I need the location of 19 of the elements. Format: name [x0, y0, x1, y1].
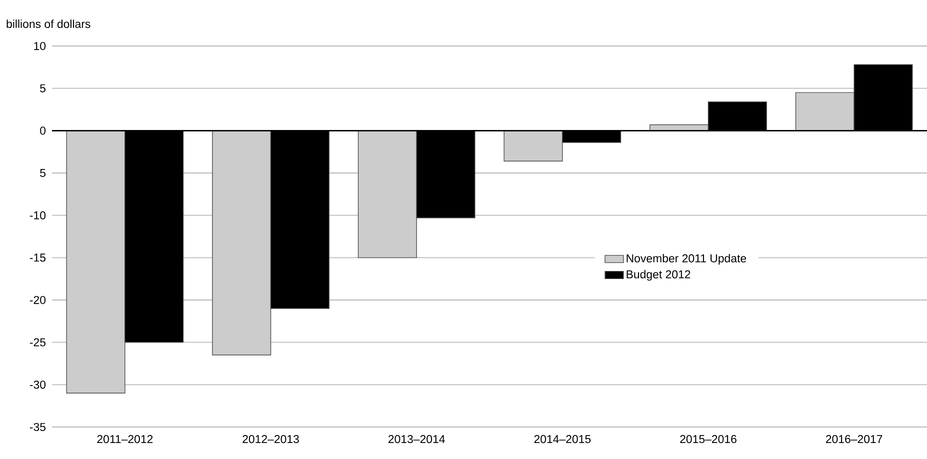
x-tick-label: 2011–2012 — [97, 435, 153, 444]
x-tick-label: 2015–2016 — [680, 435, 736, 444]
y-tick-label: -10 — [30, 211, 46, 220]
y-tick-label: -20 — [30, 296, 46, 304]
legend-label: Budget 2012 — [626, 270, 690, 281]
y-tick-label: 10 — [34, 42, 46, 50]
y-tick-label: -25 — [30, 338, 46, 346]
x-tick-label: 2014–2015 — [534, 435, 591, 444]
x-tick-label: 2016–2017 — [826, 435, 882, 444]
y-tick-label: -30 — [30, 380, 46, 389]
x-tick-label: 2012–2013 — [242, 435, 299, 444]
y-tick-label: 5 — [40, 84, 46, 92]
legend-label: November 2011 Update — [626, 254, 746, 265]
y-axis-title: billions of dollars — [6, 20, 90, 28]
y-tick-label: 0 — [40, 126, 46, 135]
y-tick-label: 5 — [40, 169, 46, 177]
y-tick-label: -15 — [30, 254, 46, 262]
y-tick-label: -35 — [30, 422, 46, 432]
x-tick-label: 2013–2014 — [388, 435, 445, 444]
